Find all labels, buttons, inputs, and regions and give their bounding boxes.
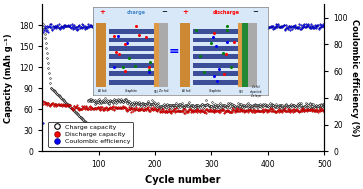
Y-axis label: Capacity (mAh g⁻¹): Capacity (mAh g⁻¹): [4, 33, 13, 122]
Legend: Charge capacity, Discharge capacity, Coulombic efficiency: Charge capacity, Discharge capacity, Cou…: [48, 122, 133, 147]
Y-axis label: Coulombic efficiency (%): Coulombic efficiency (%): [350, 19, 359, 136]
X-axis label: Cycle number: Cycle number: [146, 175, 221, 185]
